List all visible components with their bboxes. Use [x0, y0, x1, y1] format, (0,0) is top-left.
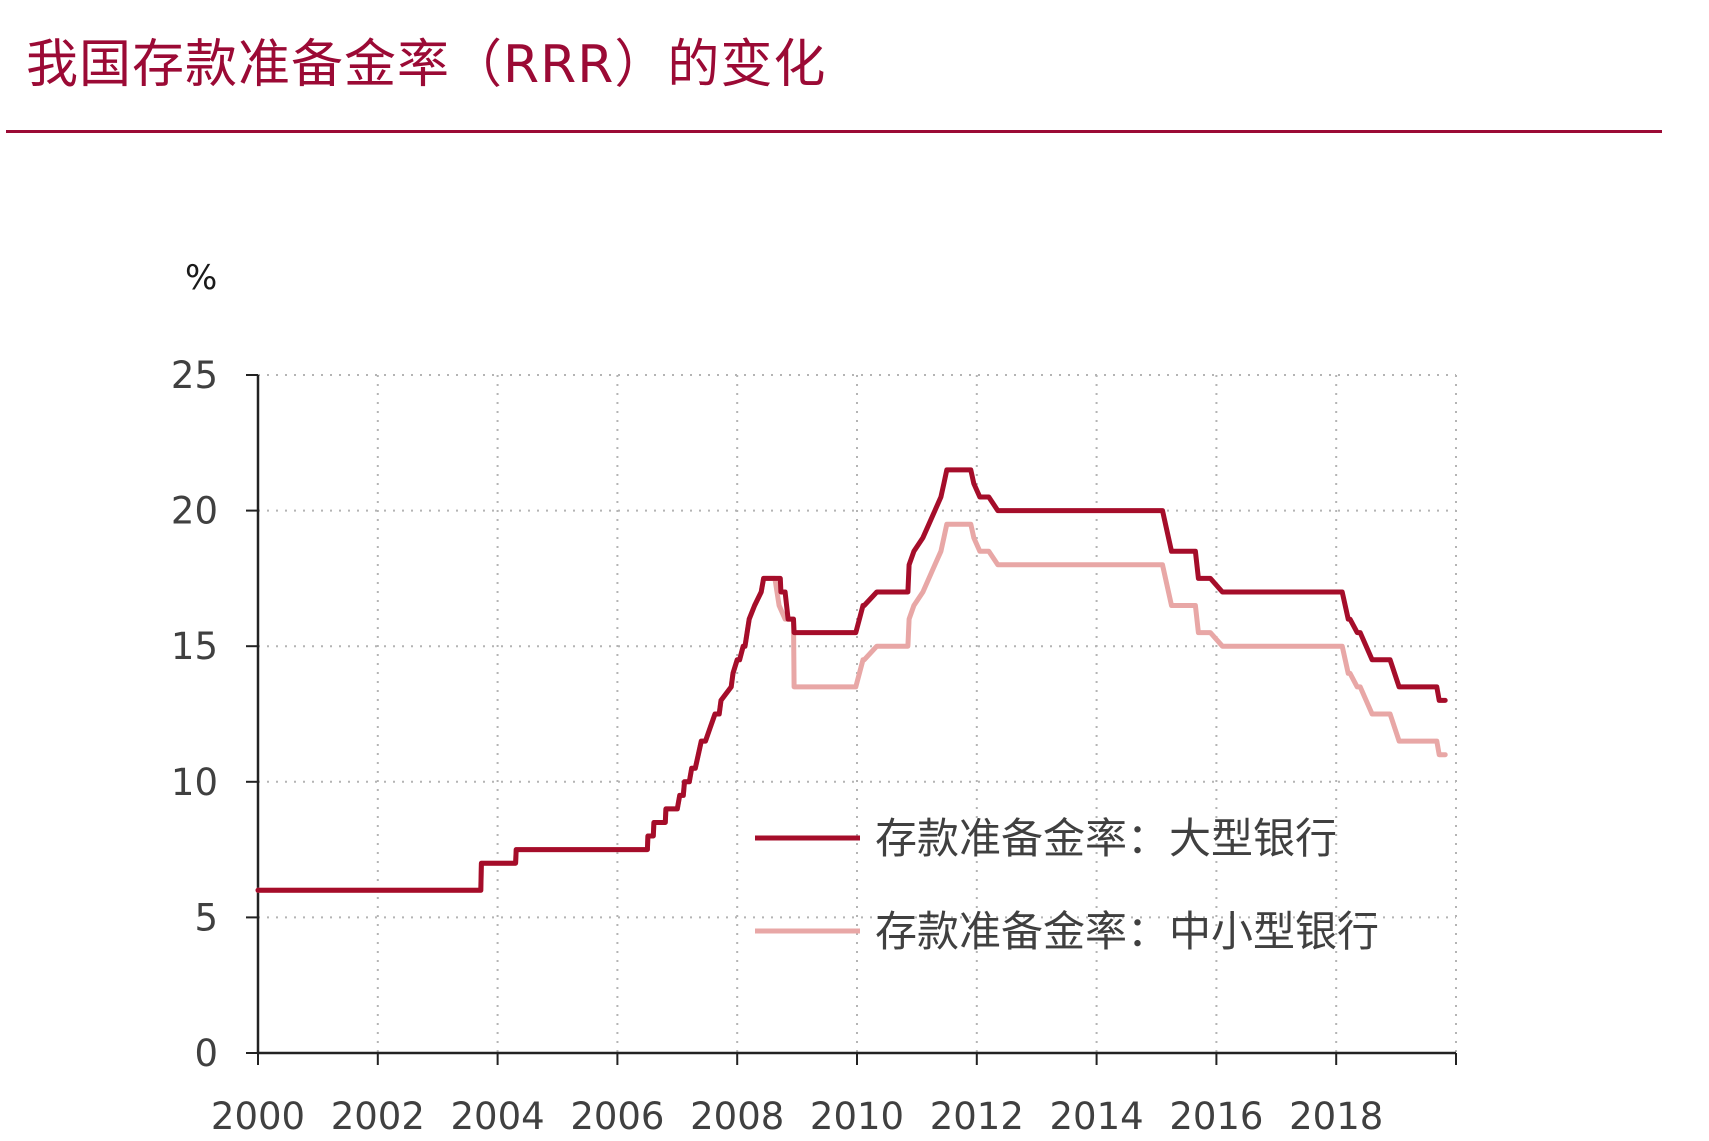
- x-tick-label: 2004: [451, 1095, 545, 1138]
- y-tick-labels: 0 5 10 15 20 25: [171, 354, 218, 1075]
- page-title: 我国存款准备金率（RRR）的变化: [26, 35, 827, 95]
- x-tick-label: 2010: [810, 1095, 904, 1138]
- title-divider: [6, 130, 1662, 133]
- y-axis-unit-label: %: [185, 258, 217, 298]
- y-tick-label: 15: [171, 625, 218, 668]
- x-tick-label: 2006: [570, 1095, 664, 1138]
- y-tick-label: 5: [194, 896, 218, 939]
- y-tick-label: 0: [194, 1032, 218, 1075]
- grid-lines: [258, 374, 1457, 1053]
- y-tick-label: 25: [171, 354, 218, 397]
- x-tick-labels: 2000 2002 2004 2006 2008 2010 2012 2014 2016 2018: [211, 1095, 1383, 1138]
- y-tick-label: 20: [171, 490, 218, 533]
- x-tick-label: 2012: [930, 1095, 1024, 1138]
- x-tick-label: 2014: [1050, 1095, 1144, 1138]
- legend-label-large-banks: 存款准备金率：大型银行: [875, 814, 1337, 863]
- x-tick-label: 2018: [1289, 1095, 1383, 1138]
- axes: [246, 374, 1457, 1065]
- x-tick-label: 2000: [211, 1095, 305, 1138]
- legend-label-small-banks: 存款准备金率：中小型银行: [875, 907, 1379, 956]
- y-tick-label: 10: [171, 761, 218, 804]
- x-tick-label: 2016: [1169, 1095, 1263, 1138]
- x-tick-label: 2008: [690, 1095, 784, 1138]
- x-tick-label: 2002: [331, 1095, 425, 1138]
- series-line-large-banks: [255, 467, 1448, 893]
- series-lines: [255, 467, 1448, 893]
